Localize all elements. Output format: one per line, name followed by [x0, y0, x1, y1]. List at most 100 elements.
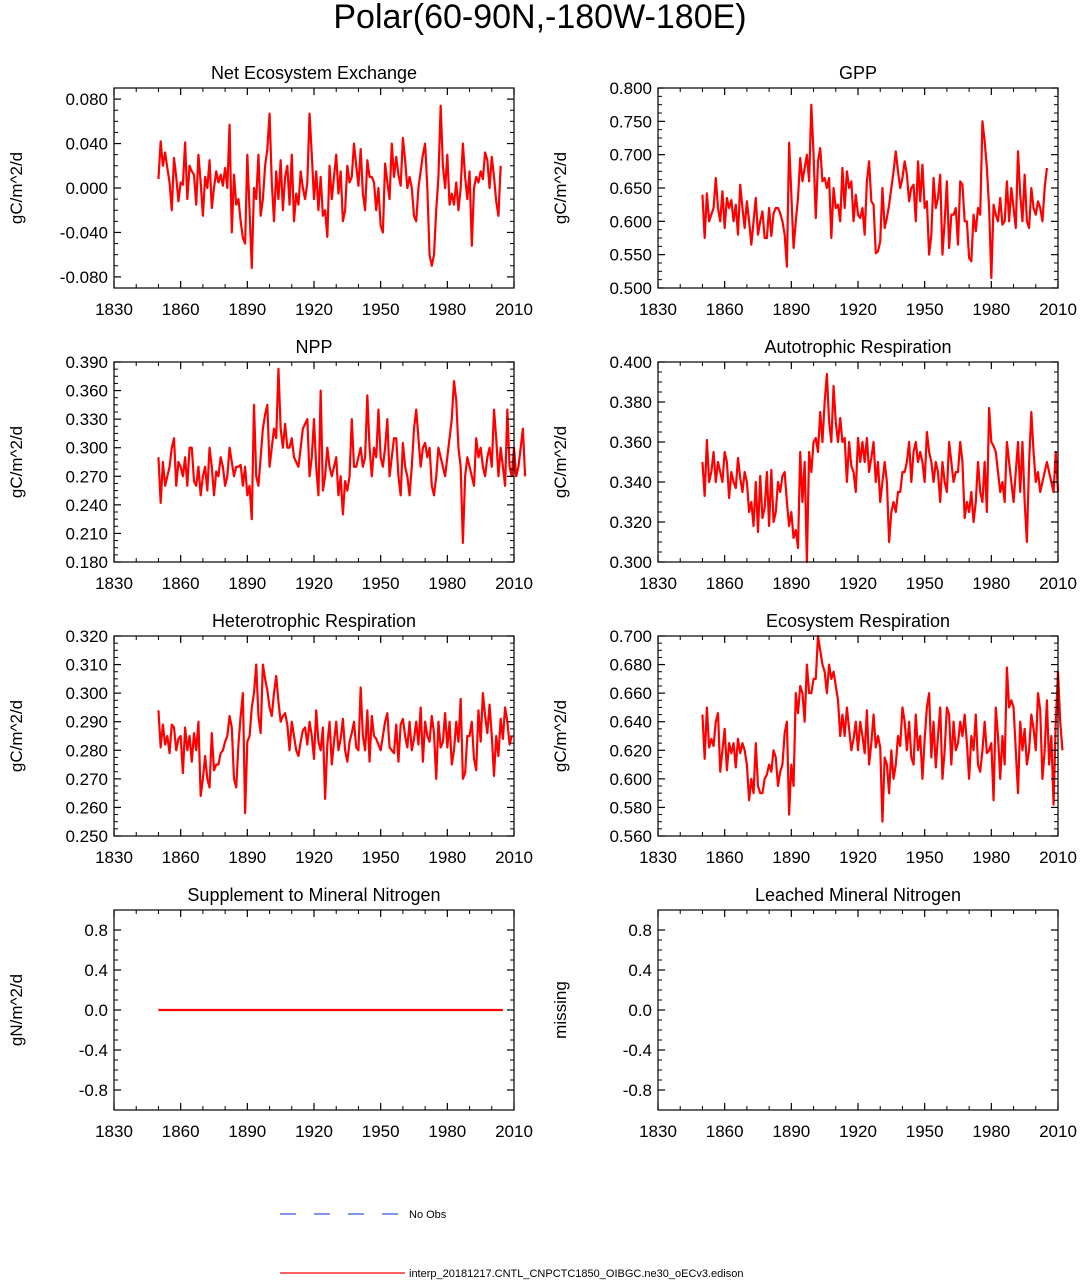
x-tick-label: 1980: [972, 574, 1010, 593]
page-title: Polar(60-90N,-180W-180E): [333, 0, 746, 36]
y-tick-label: 0.660: [609, 684, 652, 703]
series-line-model: [157, 367, 527, 545]
x-tick-label: 1830: [639, 1122, 677, 1141]
y-tick-label: 0.280: [65, 741, 108, 760]
y-tick-label: 0.600: [609, 770, 652, 789]
panel-title: Heterotrophic Respiration: [212, 611, 416, 631]
y-tick-label: 0.640: [609, 713, 652, 732]
y-tick-label: 0.320: [65, 627, 108, 646]
y-tick-label: 0.8: [84, 921, 108, 940]
x-tick-label: 1950: [362, 1122, 400, 1141]
x-tick-label: 1890: [772, 848, 810, 867]
chart-panel-4: Heterotrophic Respiration gC/m^2/d 1830 186…: [7, 611, 533, 867]
x-tick-label: 1950: [362, 300, 400, 319]
y-tick-label: 0.4: [628, 961, 652, 980]
x-tick-label: 1920: [295, 1122, 333, 1141]
y-tick-label: 0.4: [84, 961, 108, 980]
x-tick-label: 1860: [162, 1122, 200, 1141]
x-tick-label: 1980: [972, 1122, 1010, 1141]
panels-group: Net Ecosystem Exchange gC/m^2/d 1830 1860 18…: [7, 63, 1077, 1141]
chart-panel-6: Supplement to Mineral Nitrogen gN/m^2/d 18…: [7, 885, 533, 1141]
y-tick-label: 0.390: [65, 353, 108, 372]
x-tick-label: 1950: [362, 574, 400, 593]
x-tick-label: 1830: [639, 848, 677, 867]
y-tick-label: 0.250: [65, 827, 108, 846]
x-tick-label: 1920: [295, 574, 333, 593]
x-tick-label: 1890: [772, 1122, 810, 1141]
y-tick-label: -0.8: [79, 1081, 108, 1100]
x-tick-label: 1890: [228, 574, 266, 593]
x-tick-label: 1890: [772, 300, 810, 319]
y-tick-label: 0.0: [84, 1001, 108, 1020]
series-line-model: [701, 634, 1064, 823]
y-tick-label: 0.260: [65, 798, 108, 817]
y-tick-label: 0.800: [609, 79, 652, 98]
y-tick-label: 0.360: [609, 433, 652, 452]
x-tick-label: 2010: [1039, 300, 1077, 319]
series-line-model: [701, 103, 1048, 280]
chart-panel-5: Ecosystem Respiration gC/m^2/d 1830 1860 189…: [551, 611, 1077, 867]
y-tick-label: -0.040: [60, 223, 108, 242]
x-tick-label: 1980: [428, 574, 466, 593]
y-tick-label: 0.270: [65, 467, 108, 486]
x-tick-label: 2010: [495, 300, 533, 319]
panel-title: Supplement to Mineral Nitrogen: [187, 885, 440, 905]
x-tick-label: 1950: [906, 848, 944, 867]
x-tick-label: 1860: [162, 574, 200, 593]
chart-panel-0: Net Ecosystem Exchange gC/m^2/d 1830 1860 18…: [7, 63, 533, 319]
panel-title: Ecosystem Respiration: [766, 611, 950, 631]
y-tick-label: 0.580: [609, 798, 652, 817]
y-axis-label: gC/m^2/d: [7, 152, 26, 224]
x-tick-label: 1920: [839, 1122, 877, 1141]
x-tick-label: 1920: [839, 848, 877, 867]
y-tick-label: 0.000: [65, 179, 108, 198]
y-tick-label: 0.040: [65, 135, 108, 154]
x-tick-label: 1830: [639, 574, 677, 593]
y-tick-label: 0.600: [609, 212, 652, 231]
chart-panel-1: GPP gC/m^2/d 1830 1860 1890 1920 1950 1980 2010 0…: [551, 63, 1077, 319]
y-axis-label: gC/m^2/d: [551, 700, 570, 772]
x-tick-label: 1920: [295, 300, 333, 319]
y-axis-label: gC/m^2/d: [7, 426, 26, 498]
legend-model-label: interp_20181217.CNTL_CNPCTC1850_OIBGC.ne…: [409, 1268, 743, 1280]
x-tick-label: 1890: [772, 574, 810, 593]
y-tick-label: 0.560: [609, 827, 652, 846]
y-tick-label: 0.680: [609, 656, 652, 675]
x-tick-label: 1860: [162, 300, 200, 319]
y-axis-label: missing: [551, 981, 570, 1039]
panel-title: Net Ecosystem Exchange: [211, 63, 417, 83]
x-tick-label: 1860: [706, 574, 744, 593]
y-axis-label: gC/m^2/d: [7, 700, 26, 772]
panel-title: Autotrophic Respiration: [764, 337, 951, 357]
chart-panel-7: Leached Mineral Nitrogen missing 1830 1860 1…: [551, 885, 1077, 1141]
y-tick-label: 0.0: [628, 1001, 652, 1020]
chart-panel-3: Autotrophic Respiration gC/m^2/d 1830 1860 1…: [551, 337, 1077, 593]
x-tick-label: 1980: [428, 300, 466, 319]
y-axis-label: gN/m^2/d: [7, 974, 26, 1046]
y-tick-label: 0.180: [65, 553, 108, 572]
panel-title: NPP: [295, 337, 332, 357]
y-tick-label: -0.4: [623, 1041, 652, 1060]
x-tick-label: 1860: [162, 848, 200, 867]
y-tick-label: -0.080: [60, 268, 108, 287]
y-tick-label: -0.8: [623, 1081, 652, 1100]
y-tick-label: 0.300: [65, 439, 108, 458]
x-tick-label: 1830: [95, 574, 133, 593]
y-tick-label: 0.290: [65, 713, 108, 732]
x-tick-label: 1830: [95, 1122, 133, 1141]
y-tick-label: 0.700: [609, 627, 652, 646]
x-tick-label: 2010: [495, 848, 533, 867]
x-tick-label: 2010: [495, 1122, 533, 1141]
series-line-model: [157, 104, 502, 270]
x-tick-label: 1890: [228, 1122, 266, 1141]
x-tick-label: 1860: [706, 1122, 744, 1141]
y-tick-label: 0.400: [609, 353, 652, 372]
y-tick-label: 0.310: [65, 656, 108, 675]
x-tick-label: 1950: [906, 574, 944, 593]
panel-title: GPP: [839, 63, 877, 83]
y-tick-label: -0.4: [79, 1041, 108, 1060]
x-tick-label: 1980: [428, 848, 466, 867]
y-tick-label: 0.210: [65, 524, 108, 543]
chart-panel-2: NPP gC/m^2/d 1830 1860 1890 1920 1950 1980 2010 0…: [7, 337, 533, 593]
x-tick-label: 2010: [495, 574, 533, 593]
